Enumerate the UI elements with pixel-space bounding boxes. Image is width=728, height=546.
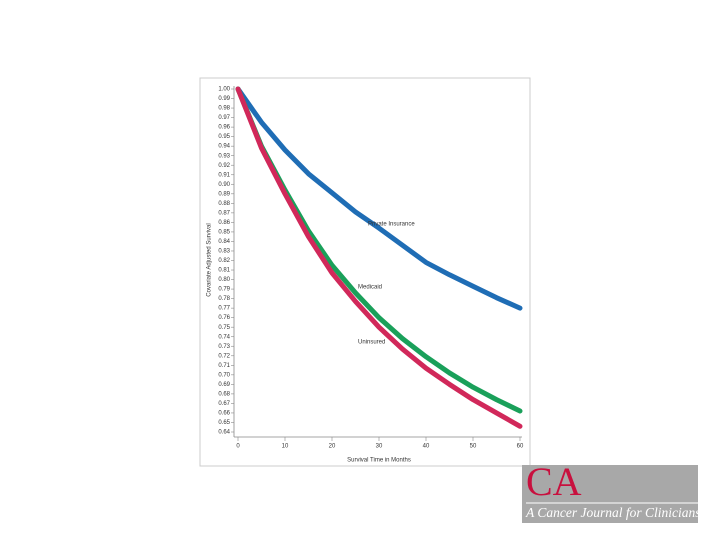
x-tick-label: 30 [376, 444, 383, 450]
logo: CA A Cancer Journal for Clinicians [522, 459, 701, 523]
y-tick-label: 0.66 [218, 411, 230, 417]
y-tick-label: 0.80 [218, 277, 230, 283]
y-tick-label: 0.82 [218, 258, 230, 264]
logo-mark: CA [526, 459, 582, 504]
y-tick-label: 0.76 [218, 315, 230, 321]
y-tick-label: 0.98 [218, 106, 230, 112]
y-tick-label: 0.91 [218, 172, 230, 178]
y-tick-label: 0.96 [218, 125, 230, 131]
y-axis-label: Covariate Adjusted Survival [207, 223, 213, 296]
series-line [235, 86, 523, 429]
x-tick-label: 40 [423, 444, 430, 450]
y-tick-label: 0.71 [218, 363, 230, 369]
y-tick-label: 0.73 [218, 344, 230, 350]
y-tick-label: 0.95 [218, 134, 230, 140]
y-tick-label: 0.84 [218, 239, 230, 245]
logo-text: A Cancer Journal for Clinicians [525, 505, 701, 520]
y-tick-label: 0.72 [218, 353, 230, 359]
y-tick-label: 0.88 [218, 201, 230, 207]
y-tick-label: 0.68 [218, 391, 230, 397]
y-tick-label: 0.83 [218, 249, 230, 255]
y-tick-label: 0.90 [218, 182, 230, 188]
y-tick-label: 0.75 [218, 325, 230, 331]
y-tick-label: 0.93 [218, 153, 230, 159]
series-label: Medicaid [358, 285, 382, 291]
y-tick-label: 0.78 [218, 296, 230, 302]
y-tick-label: 0.99 [218, 96, 230, 102]
chart-frame [199, 77, 531, 467]
series-label: Private Insurance [368, 222, 415, 228]
y-tick-label: 0.92 [218, 163, 230, 169]
y-tick-label: 0.77 [218, 306, 230, 312]
x-tick-label: 0 [236, 444, 240, 450]
logo-box [522, 465, 698, 523]
y-tick-label: 0.74 [218, 334, 230, 340]
y-tick-label: 0.65 [218, 420, 230, 426]
y-tick-label: 0.94 [218, 144, 230, 150]
y-tick-label: 0.89 [218, 191, 230, 197]
y-tick-label: 0.81 [218, 268, 230, 274]
y-tick-label: 0.85 [218, 229, 230, 235]
y-tick-label: 0.87 [218, 210, 230, 216]
y-tick-label: 0.86 [218, 220, 230, 226]
x-axis-label: Survival Time in Months [347, 458, 411, 464]
x-tick-label: 50 [470, 444, 477, 450]
series-label: Uninsured [358, 340, 385, 346]
y-tick-label: 0.67 [218, 401, 230, 407]
y-tick-label: 0.69 [218, 382, 230, 388]
y-tick-label: 0.97 [218, 115, 230, 121]
x-tick-label: 20 [329, 444, 336, 450]
y-tick-label: 0.64 [218, 430, 230, 436]
x-tick-label: 60 [517, 444, 524, 450]
y-tick-label: 0.70 [218, 372, 230, 378]
series-line [235, 86, 523, 311]
y-tick-label: 0.79 [218, 287, 230, 293]
y-tick-label: 1.00 [218, 87, 230, 93]
x-tick-label: 10 [282, 444, 289, 450]
